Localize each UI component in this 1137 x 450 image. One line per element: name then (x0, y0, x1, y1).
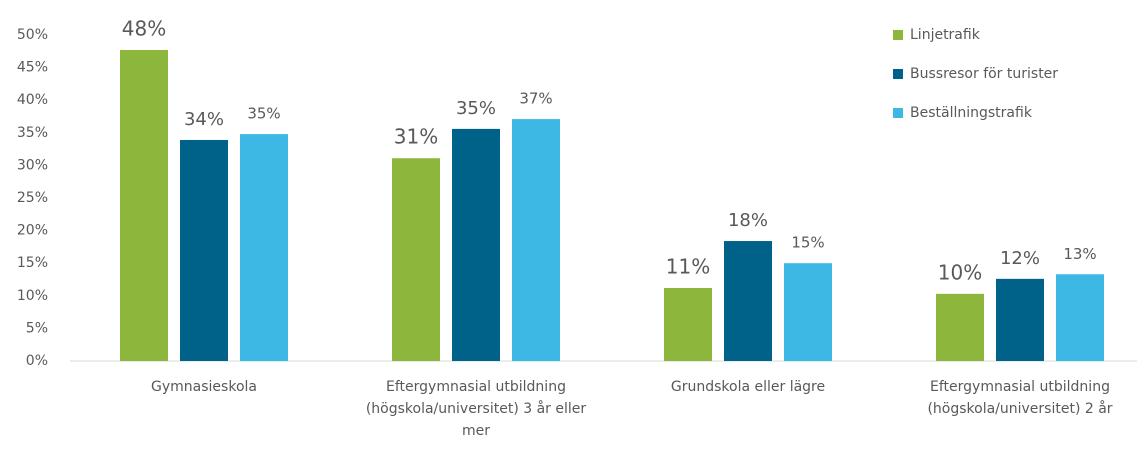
x-tick-label: Gymnasieskola (151, 379, 257, 395)
bar (1056, 274, 1104, 361)
bar (936, 293, 984, 361)
data-label: 13% (1063, 245, 1096, 263)
legend-label: Linjetrafik (910, 27, 981, 43)
data-label: 31% (394, 125, 438, 149)
bar (120, 49, 168, 361)
bar (452, 128, 500, 361)
data-label: 34% (184, 109, 224, 130)
data-label: 18% (728, 210, 768, 231)
legend-label: Bussresor för turister (910, 66, 1058, 82)
data-label: 11% (666, 254, 710, 278)
bar (240, 134, 288, 361)
data-label: 35% (456, 98, 496, 119)
data-label: 37% (519, 90, 552, 108)
x-tick-label: Eftergymnasial utbildning (högskola/univ… (365, 379, 587, 439)
bar (392, 158, 440, 361)
legend-swatch (893, 30, 903, 40)
legend-swatch (893, 69, 903, 79)
bar (664, 287, 712, 361)
y-tick-label: 35% (17, 125, 48, 141)
y-tick-label: 45% (17, 60, 48, 76)
data-label: 10% (938, 260, 982, 284)
bar (512, 119, 560, 361)
bar (180, 139, 228, 361)
data-label: 15% (791, 234, 824, 252)
y-tick-label: 50% (17, 27, 48, 43)
data-label: 12% (1000, 248, 1040, 269)
y-tick-label: 40% (17, 92, 48, 108)
x-tick-label: Grundskola eller lägre (670, 379, 826, 395)
legend-label: Beställningstrafik (910, 105, 1033, 121)
y-tick-label: 0% (26, 353, 48, 369)
data-label: 48% (122, 16, 166, 40)
y-tick-label: 20% (17, 223, 48, 239)
y-tick-label: 25% (17, 190, 48, 206)
legend-swatch (893, 108, 903, 118)
y-tick-label: 5% (26, 320, 48, 336)
bar (724, 241, 772, 361)
y-tick-label: 15% (17, 255, 48, 271)
bar (784, 263, 832, 361)
y-tick-label: 10% (17, 288, 48, 304)
bar (996, 278, 1044, 361)
data-label: 35% (247, 105, 280, 123)
y-tick-label: 30% (17, 157, 48, 173)
x-tick-label: Eftergymnasial utbildning (högskola/univ… (927, 379, 1113, 417)
